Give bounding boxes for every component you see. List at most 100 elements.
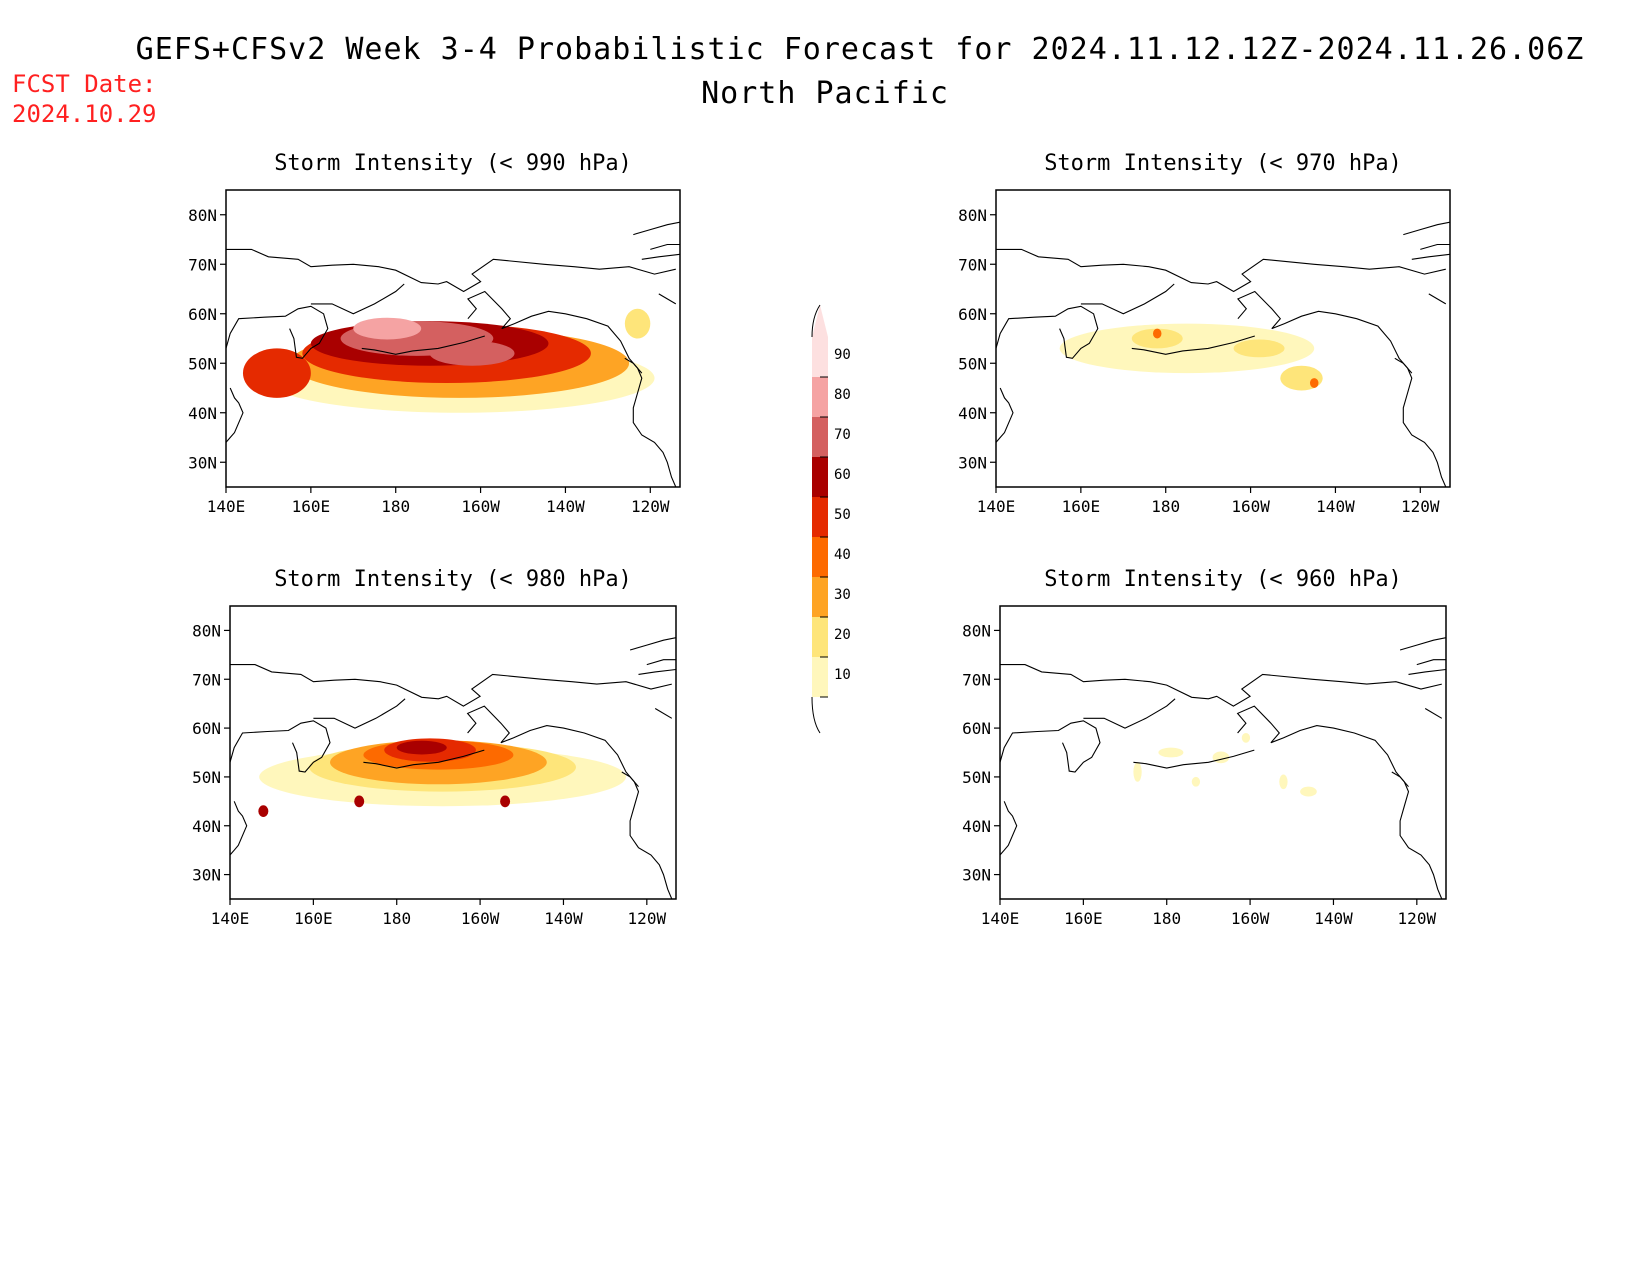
coastline <box>646 659 676 666</box>
lon-tick-label: 140W <box>546 497 585 516</box>
probability-contour-10 <box>1191 776 1201 787</box>
lon-tick-label: 140E <box>981 909 1020 928</box>
colorbar-label: 10 <box>834 667 851 683</box>
colorbar-bottom-extension <box>812 697 828 733</box>
coastline <box>226 387 244 443</box>
colorbar-segment <box>812 337 828 377</box>
map-panel-2: Storm Intensity (< 970 hPa) 140E 160E 180 16… <box>958 151 1451 516</box>
lon-tick-label: 180 <box>1152 909 1181 928</box>
probability-contour-10 <box>1133 762 1142 782</box>
map-panel-4: Storm Intensity (< 960 hPa) 140E 160E 180 16… <box>962 567 1447 928</box>
coastline <box>1000 801 1018 856</box>
coastline <box>230 664 672 707</box>
lat-tick-label: 60N <box>192 719 221 738</box>
lat-tick-label: 80N <box>192 621 221 640</box>
coastline <box>1000 720 1101 773</box>
lon-tick-label: 120W <box>631 497 670 516</box>
coastline <box>363 749 485 769</box>
probability-contour-10 <box>1300 786 1317 797</box>
lon-tick-label: 180 <box>382 909 411 928</box>
lon-tick-label: 160W <box>1231 497 1270 516</box>
lon-tick-label: 140W <box>1316 497 1355 516</box>
fcst-date-value: 2024.10.29 <box>12 100 157 128</box>
coastline <box>1237 290 1447 487</box>
lat-tick-label: 30N <box>192 866 221 885</box>
panel-title: Storm Intensity (< 990 hPa) <box>274 151 632 176</box>
lat-tick-label: 80N <box>958 206 987 225</box>
coastline <box>361 335 485 355</box>
coastlines <box>230 637 676 899</box>
probability-field <box>1133 732 1317 797</box>
coastline <box>638 668 676 675</box>
coastline <box>1403 221 1450 236</box>
coastline <box>996 248 1446 293</box>
colorbar-label: 60 <box>834 467 851 483</box>
colorbar-segment <box>812 457 828 497</box>
map-frame <box>995 189 1451 488</box>
lat-tick-label: 80N <box>962 621 991 640</box>
coastline <box>1236 705 1443 899</box>
coastline <box>996 305 1099 359</box>
coastline <box>466 705 673 899</box>
lat-tick-label: 40N <box>192 817 221 836</box>
map-panel-3: Storm Intensity (< 980 hPa) 140E 160E 180 16… <box>192 567 677 928</box>
colorbar-segment <box>812 577 828 617</box>
lon-tick-label: 140E <box>977 497 1016 516</box>
colorbar-label: 20 <box>834 627 851 643</box>
coastline <box>650 243 680 250</box>
probability-contour-60 <box>396 740 447 755</box>
sub-title: North Pacific <box>701 76 949 111</box>
map-frame <box>229 605 677 900</box>
colorbar-segment <box>812 377 828 417</box>
lon-tick-label: 160E <box>1064 909 1103 928</box>
probability-contour-40 <box>1309 378 1319 388</box>
coastline <box>624 357 643 374</box>
coastline <box>467 290 677 487</box>
lat-tick-label: 70N <box>192 670 221 689</box>
coastlines <box>996 221 1450 487</box>
probability-field <box>258 738 626 817</box>
coastline <box>1420 243 1450 250</box>
probability-contour-60 <box>500 795 511 808</box>
map-frame <box>999 605 1447 900</box>
coastline <box>1133 749 1255 769</box>
coastline <box>1399 637 1446 651</box>
coastline <box>1428 293 1447 305</box>
lat-tick-label: 40N <box>962 817 991 836</box>
probability-contour-20 <box>1131 328 1183 349</box>
lon-tick-label: 120W <box>1401 497 1440 516</box>
probability-contour-20 <box>1233 339 1285 358</box>
colorbar-top-extension <box>812 305 828 337</box>
lat-tick-label: 30N <box>188 453 217 472</box>
colorbar-label: 80 <box>834 387 851 403</box>
coastline <box>1083 698 1176 729</box>
lat-tick-label: 30N <box>958 453 987 472</box>
coastlines <box>1000 637 1446 899</box>
lon-tick-label: 140E <box>211 909 250 928</box>
coastline <box>310 283 405 315</box>
probability-contour-20 <box>624 308 651 339</box>
lon-tick-label: 160E <box>292 497 331 516</box>
coastline <box>658 293 677 305</box>
coastline <box>1394 357 1413 374</box>
lon-tick-label: 180 <box>1151 497 1180 516</box>
probability-contour-70 <box>429 340 515 366</box>
probability-contour-10 <box>1158 747 1184 758</box>
colorbar-label: 50 <box>834 507 851 523</box>
fcst-date-label: FCST Date: <box>12 70 157 98</box>
probability-field <box>242 308 655 413</box>
coastline <box>1000 664 1442 707</box>
colorbar-segment <box>812 617 828 657</box>
probability-contour-40 <box>1152 328 1162 339</box>
lon-tick-label: 160W <box>461 497 500 516</box>
coastline <box>654 708 673 719</box>
lon-tick-label: 160E <box>294 909 333 928</box>
coastline <box>1391 771 1409 788</box>
lat-tick-label: 70N <box>962 670 991 689</box>
lat-tick-label: 60N <box>958 305 987 324</box>
colorbar-segment <box>812 417 828 457</box>
probability-contour-10 <box>1241 732 1251 743</box>
lat-tick-label: 40N <box>958 404 987 423</box>
coastline <box>226 305 329 359</box>
